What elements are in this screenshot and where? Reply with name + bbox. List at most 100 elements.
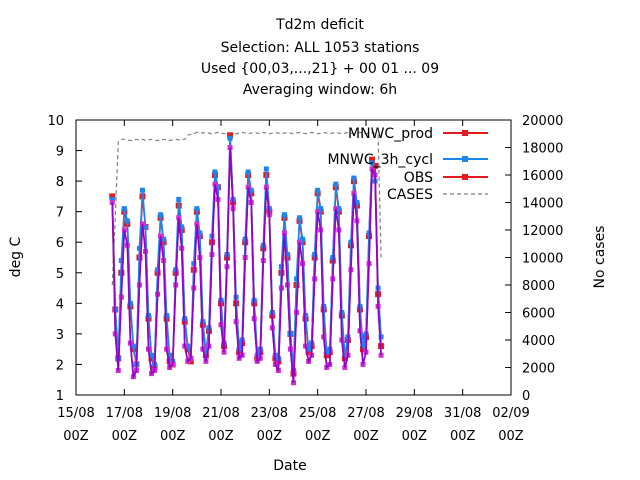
data-point <box>348 239 354 245</box>
data-point <box>369 156 376 163</box>
data-point <box>354 200 360 205</box>
data-point <box>248 187 254 193</box>
x-tick-label-hour: 00Z <box>402 429 428 444</box>
data-point <box>194 206 200 212</box>
chart-title-line-1: Td2m deficit <box>276 17 364 33</box>
y-axis-label: deg C <box>8 236 24 277</box>
data-point <box>203 349 209 355</box>
series-layer <box>109 131 385 386</box>
y2-tick-label: 14000 <box>522 197 563 212</box>
x-tick-label-hour: 00Z <box>353 429 379 444</box>
x-tick-label-date: 17/08 <box>106 406 143 421</box>
x-tick-label-date: 23/08 <box>251 406 288 421</box>
data-point <box>351 175 357 181</box>
data-point <box>127 300 133 306</box>
data-point <box>378 334 384 340</box>
data-point <box>155 267 161 273</box>
data-point <box>176 196 182 202</box>
data-point <box>242 236 248 242</box>
y-axis: 1 2 3 4 5 6 7 8 9 10 <box>47 114 82 404</box>
data-point <box>202 352 209 359</box>
data-point <box>281 212 287 218</box>
data-point <box>109 200 115 205</box>
x-tick-label-hour: 00Z <box>498 429 524 444</box>
data-point <box>305 349 312 356</box>
y2-tick-label: 10000 <box>522 252 563 267</box>
data-point <box>185 343 191 349</box>
chart-title-line-2: Selection: ALL 1053 stations <box>220 40 420 56</box>
data-point <box>164 313 170 319</box>
y-tick-label: 7 <box>56 206 64 221</box>
data-point <box>278 264 284 270</box>
x-tick-label-hour: 00Z <box>63 429 89 444</box>
data-point <box>369 160 375 166</box>
data-point <box>142 224 148 230</box>
data-point <box>158 212 164 218</box>
data-point <box>227 132 234 139</box>
y-tick-label: 1 <box>56 389 64 404</box>
y2-tick-label: 20000 <box>522 114 563 129</box>
y-tick-label: 2 <box>56 358 64 373</box>
series-line-obs-overlay <box>111 147 382 383</box>
x-tick-label-hour: 00Z <box>112 429 138 444</box>
data-point <box>318 206 324 212</box>
data-point <box>342 352 348 358</box>
legend-swatch-marker <box>462 130 468 136</box>
y2-axis-label: No cases <box>592 226 608 289</box>
data-point <box>263 166 269 172</box>
data-point <box>182 316 188 322</box>
data-point <box>139 187 145 193</box>
y2-tick-label: 0 <box>522 389 530 404</box>
data-point <box>333 181 339 187</box>
data-point <box>336 206 342 212</box>
series-line-cases <box>111 131 382 286</box>
x-tick-label-date: 29/08 <box>396 406 433 421</box>
x-tick-label-hour: 00Z <box>450 429 476 444</box>
x-axis: 15/08 00Z 17/08 00Z 19/08 00Z 21/08 00Z 23/08 00Z… <box>57 120 530 444</box>
y2-tick-label: 4000 <box>522 334 555 349</box>
legend-swatch-marker <box>462 156 468 162</box>
y-tick-label: 3 <box>56 328 64 343</box>
x-tick-label-hour: 00Z <box>257 429 283 444</box>
x-tick-label-hour: 00Z <box>305 429 331 444</box>
data-point <box>191 261 197 267</box>
data-point <box>146 313 151 319</box>
data-point <box>312 251 318 257</box>
y2-tick-label: 6000 <box>522 307 555 322</box>
data-point <box>118 258 124 264</box>
x-tick-label-date: 19/08 <box>154 406 191 421</box>
x-tick-label-date: 02/09 <box>492 406 529 421</box>
x-tick-label-date: 15/08 <box>57 406 94 421</box>
x-tick-label-hour: 00Z <box>208 429 234 444</box>
y-tick-label: 9 <box>56 145 64 160</box>
y-tick-label: 5 <box>56 267 64 282</box>
legend-label: MNWC_3h_cycl <box>327 152 433 168</box>
legend-label: MNWC_prod <box>348 126 433 142</box>
chart-title-line-3: Used {00,03,...,21} + 00 01 ... 09 <box>200 61 440 77</box>
data-point <box>330 255 336 260</box>
data-point <box>121 206 127 212</box>
y2-tick-label: 16000 <box>522 169 563 184</box>
data-point <box>306 346 312 352</box>
y-tick-label: 8 <box>56 175 64 190</box>
data-point <box>303 313 309 319</box>
data-point <box>109 193 116 200</box>
data-point <box>300 236 306 242</box>
y-tick-label: 10 <box>47 114 64 129</box>
data-point <box>109 196 115 202</box>
y2-tick-label: 2000 <box>522 362 555 377</box>
y2-tick-label: 18000 <box>522 142 563 157</box>
data-point <box>124 218 130 224</box>
data-point <box>315 187 321 193</box>
data-point <box>166 358 173 365</box>
data-point <box>212 169 218 175</box>
y2-tick-label: 8000 <box>522 279 555 294</box>
data-point <box>215 184 221 190</box>
data-point <box>167 352 173 358</box>
y-tick-label: 4 <box>56 297 64 312</box>
data-point <box>323 352 330 359</box>
data-point <box>297 215 303 221</box>
data-point <box>359 346 366 353</box>
